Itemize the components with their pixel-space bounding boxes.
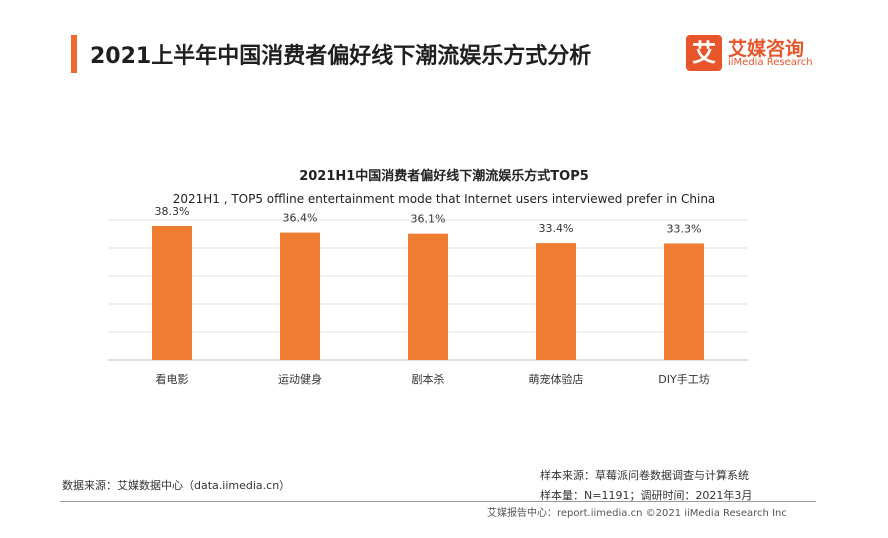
x-tick-label: DIY手工坊	[658, 372, 709, 386]
bar	[536, 243, 576, 360]
data-label: 38.3%	[155, 205, 190, 218]
x-tick-label: 运动健身	[278, 372, 322, 386]
x-tick-label: 剧本杀	[412, 372, 445, 386]
bar	[152, 225, 192, 360]
bar	[280, 232, 320, 360]
title-accent-bar	[71, 35, 77, 73]
logo-name-en: iiMedia Research	[728, 57, 813, 68]
data-source-note: 数据来源：艾媒数据中心（data.iimedia.cn）	[62, 479, 291, 492]
data-label: 33.3%	[667, 222, 702, 235]
chart-subtitle: 2021H1 , TOP5 offline entertainment mode…	[172, 192, 716, 206]
data-label: 36.4%	[283, 212, 318, 225]
bar	[408, 233, 448, 360]
page-title: 2021上半年中国消费者偏好线下潮流娱乐方式分析	[90, 44, 592, 69]
logo-name-cn: 艾媒咨询	[728, 38, 805, 60]
x-tick-label: 看电影	[156, 372, 189, 386]
data-label: 33.4%	[539, 222, 574, 235]
footer-copyright: 艾媒报告中心：report.iimedia.cn ©2021 iiMedia R…	[487, 508, 787, 519]
x-tick-label: 萌宠体验店	[529, 372, 584, 386]
chart-title: 2021H1中国消费者偏好线下潮流娱乐方式TOP5	[299, 169, 589, 184]
bar	[664, 243, 704, 360]
footer-divider	[60, 501, 816, 502]
sample-size-note: 样本量：N=1191；调研时间：2021年3月	[540, 489, 753, 502]
logo-mark-icon: 艾	[686, 35, 722, 71]
sample-source-note: 样本来源：草莓派问卷数据调查与计算系统	[540, 469, 749, 482]
data-label: 36.1%	[411, 213, 446, 226]
iimedia-logo: 艾 艾媒咨询 iiMedia Research	[686, 35, 836, 75]
